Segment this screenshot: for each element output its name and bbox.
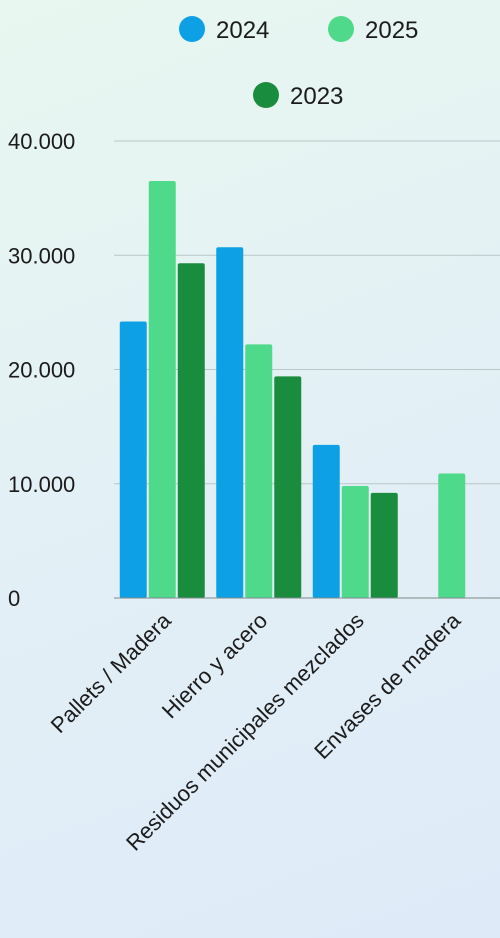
y-tick-label-0: 0 (8, 586, 20, 611)
legend: 2024 2025 2023 (179, 16, 418, 110)
bars (119, 180, 466, 599)
bar-pallets-madera-2023 (177, 263, 205, 598)
y-tick-label-4: 40.000 (8, 129, 75, 154)
bar-pallets-madera-2024 (119, 321, 147, 598)
bar-hierro-y-acero-2024 (216, 247, 244, 598)
bar-envases-de-madera-2025 (438, 473, 466, 598)
y-tick-label-1: 10.000 (8, 472, 75, 497)
legend-swatch-2024 (179, 16, 205, 42)
y-axis-ticks: 0 10.000 20.000 30.000 40.000 (8, 129, 75, 611)
legend-swatch-2023 (253, 82, 279, 108)
bar-hierro-y-acero-2025 (245, 344, 273, 598)
y-tick-label-2: 20.000 (8, 358, 75, 383)
legend-label-2023: 2023 (290, 83, 343, 110)
bar-residuos-municipales-mezclados-2025 (341, 486, 369, 598)
legend-label-2024: 2024 (216, 17, 269, 44)
legend-label-2025: 2025 (365, 17, 418, 44)
legend-swatch-2025 (328, 16, 354, 42)
y-tick-label-3: 30.000 (8, 243, 75, 268)
bar-residuos-municipales-mezclados-2024 (312, 444, 340, 598)
bar-hierro-y-acero-2023 (274, 376, 302, 598)
bar-pallets-madera-2025 (148, 180, 176, 599)
bar-residuos-municipales-mezclados-2023 (370, 492, 398, 598)
x-tick-label-pallets-madera: Pallets / Madera (46, 607, 177, 738)
